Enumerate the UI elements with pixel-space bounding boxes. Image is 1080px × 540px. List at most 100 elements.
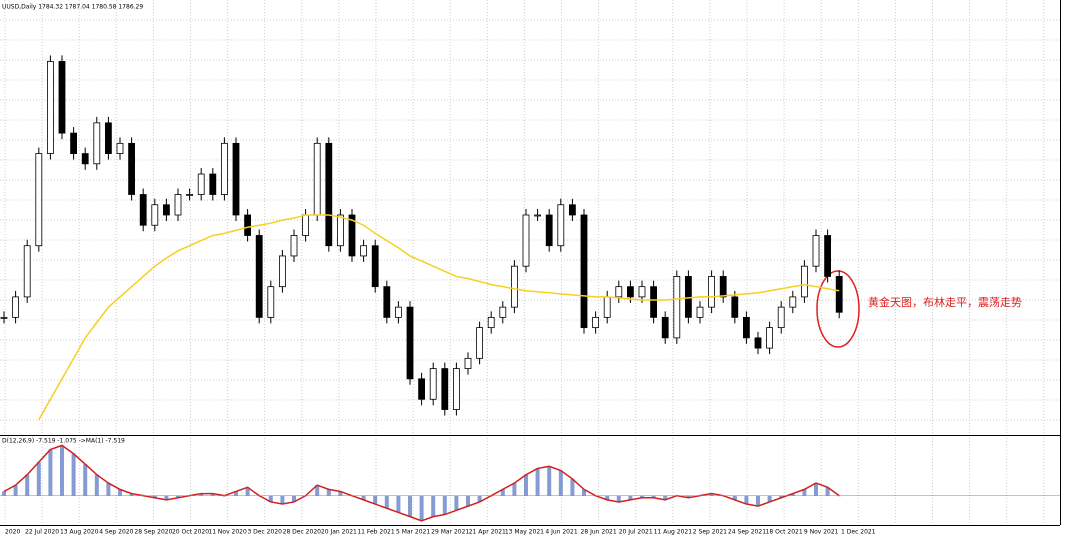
macd-bar: [454, 495, 459, 511]
macd-bar: [558, 470, 563, 496]
date-label: 28 Dec 2020: [283, 529, 322, 536]
candle: [151, 204, 159, 226]
candle: [441, 368, 449, 410]
macd-bar: [396, 495, 401, 513]
candle: [487, 316, 495, 329]
candle: [661, 316, 669, 339]
candle: [812, 235, 820, 267]
macd-bar: [152, 495, 157, 498]
macd-bar: [547, 466, 552, 496]
candle: [313, 142, 321, 216]
date-label: 13 May 2021: [505, 529, 544, 536]
candle: [835, 276, 843, 313]
candle: [418, 378, 426, 400]
macd-bar: [199, 493, 204, 496]
candle: [615, 286, 623, 298]
candle: [360, 245, 368, 257]
candle: [685, 276, 692, 318]
candle: [731, 296, 739, 318]
candle: [93, 122, 101, 165]
macd-bar: [825, 487, 830, 496]
macd-bar: [361, 495, 366, 500]
candle: [476, 327, 484, 359]
candle: [708, 276, 715, 308]
candle: [128, 142, 136, 195]
macd-bar: [582, 489, 586, 496]
date-label: 20 Jul 2021: [619, 529, 653, 536]
chart-header: UUSD,Daily 1784.32 1787.04 1780.58 1786.…: [2, 4, 143, 11]
date-label: 5 Mar 2021: [396, 529, 430, 536]
macd-bar: [767, 495, 772, 502]
macd-bar: [651, 495, 656, 498]
date-label: 28 Sep 2020: [134, 529, 172, 536]
candle: [162, 204, 170, 216]
macd-bar: [802, 489, 807, 496]
candle: [336, 214, 344, 247]
date-label: 20 Oct 2020: [172, 529, 209, 536]
candle: [801, 265, 808, 298]
candle: [719, 276, 727, 298]
macd-bar: [83, 464, 88, 496]
candle: [255, 235, 263, 318]
candle: [12, 296, 20, 318]
macd-bar: [164, 495, 169, 500]
candle: [394, 306, 402, 318]
date-label: 2020: [5, 529, 20, 536]
candle: [383, 286, 391, 318]
macd-bar: [686, 495, 691, 498]
candle: [464, 357, 472, 369]
candle: [452, 368, 460, 410]
candle: [557, 204, 565, 247]
candle: [534, 214, 541, 217]
candle: [23, 245, 31, 298]
date-label: 4 Sep 2020: [99, 529, 133, 536]
candle: [348, 214, 356, 257]
macd-bar: [106, 483, 111, 496]
candle: [569, 204, 576, 216]
macd-bar: [48, 449, 53, 496]
date-label: 1 Dec 2021: [841, 529, 876, 536]
date-label: 18 Oct 2021: [766, 529, 803, 536]
candle: [0, 316, 8, 319]
macd-bar: [129, 493, 134, 496]
candle: [302, 214, 310, 236]
macd-bar: [71, 453, 76, 496]
macd-bar: [118, 489, 122, 496]
candle: [47, 61, 54, 154]
candle: [139, 194, 147, 226]
candle: [325, 142, 333, 247]
candle: [290, 235, 298, 257]
macd-bar: [408, 495, 412, 517]
macd-bar: [732, 495, 737, 500]
candle: [35, 153, 43, 247]
date-label: 11 Feb 2021: [357, 529, 395, 536]
date-label: 29 Mar 2021: [431, 529, 469, 536]
macd-bar: [245, 487, 250, 496]
candle: [638, 286, 646, 298]
candle: [371, 245, 379, 288]
macd-bar: [744, 495, 749, 505]
highlight-circle: [816, 270, 860, 348]
candle: [209, 173, 217, 195]
candle: [406, 306, 414, 380]
candle: [743, 316, 750, 339]
candle: [766, 327, 773, 349]
macd-bar: [535, 468, 540, 496]
candle: [545, 214, 553, 247]
macd-bar: [616, 495, 621, 502]
date-label: 20 Jan 2021: [321, 529, 357, 536]
date-label: 28 Jun 2021: [581, 529, 617, 536]
annotation: 黄金天图，布林走平，震荡走势: [868, 295, 1022, 309]
date-label: 9 Nov 2021: [804, 529, 839, 536]
macd-bar: [326, 489, 331, 496]
macd-bar: [280, 495, 285, 505]
candle: [673, 276, 681, 339]
macd-bar: [431, 495, 436, 517]
macd-bar: [60, 445, 64, 496]
macd-bar: [234, 491, 238, 496]
indicator-label: D(12,26,9) -7.519 -1.075 ->MA(1) -7.519: [2, 438, 125, 445]
macd-bar: [477, 495, 482, 502]
macd-bar: [176, 495, 180, 498]
candle: [174, 194, 182, 216]
